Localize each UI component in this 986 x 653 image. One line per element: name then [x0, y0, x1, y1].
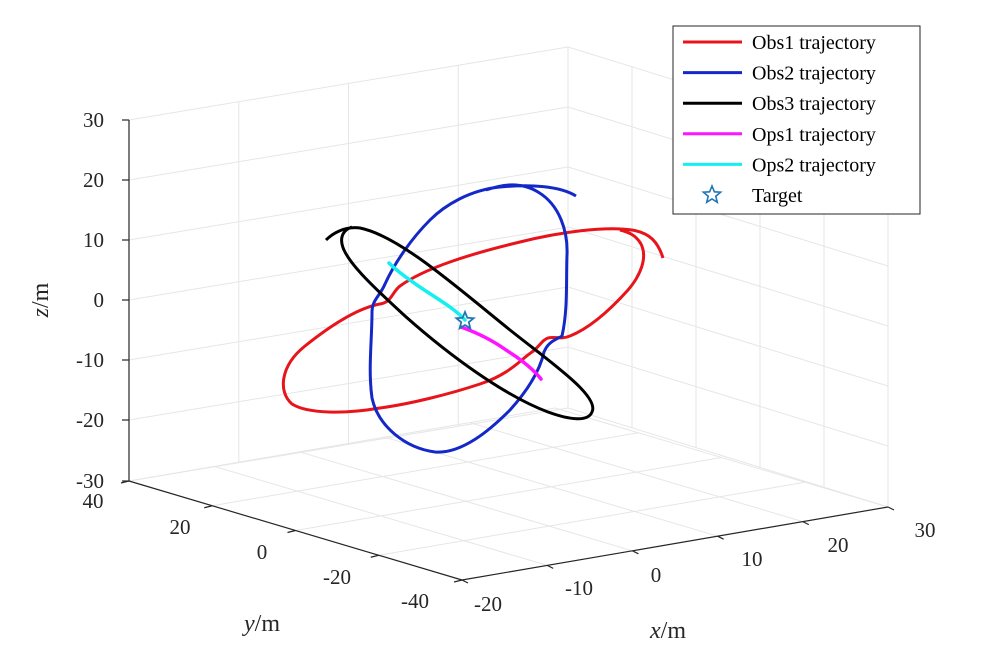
legend-star-marker: [701, 183, 723, 205]
y-tick-label: -40: [401, 589, 429, 613]
y-tick-label: -20: [323, 565, 351, 589]
z-tick-label: -20: [76, 408, 104, 432]
z-tick-label: 20: [83, 168, 104, 192]
x-axis-ticks: -20 -10 0 10 20 30: [461, 506, 936, 616]
legend-label: Obs1 trajectory: [752, 32, 876, 54]
x-axis-label: x/m: [649, 618, 686, 644]
series-ops1-trajectory: [459, 325, 543, 381]
z-tick-label: -30: [76, 469, 104, 493]
legend-label: Ops2 trajectory: [752, 154, 876, 176]
z-tick-label: -10: [76, 348, 104, 372]
y-tick-label: 20: [170, 515, 191, 539]
y-tick-label: 40: [83, 489, 104, 513]
legend-label: Obs3 trajectory: [752, 93, 876, 115]
target-marker: [454, 309, 476, 331]
z-tick-label: 0: [94, 288, 105, 312]
legend-box: [672, 25, 921, 215]
legend-label: Ops1 trajectory: [752, 124, 876, 146]
z-axis-ticks: 30 20 10 0 -10 -20 -30: [76, 108, 129, 493]
series-ops2-trajectory: [387, 261, 467, 322]
legend: Obs1 trajectory Obs2 trajectory Obs3 traje…: [672, 25, 921, 215]
series-obs1-trajectory: [281, 227, 665, 414]
z-tick-label: 30: [83, 108, 104, 132]
trajectories: [281, 183, 665, 454]
series-obs3-trajectory: [324, 225, 595, 421]
legend-label: Target: [752, 185, 803, 207]
z-axis-label: z/m: [28, 282, 54, 318]
y-tick-label: 0: [257, 540, 268, 564]
z-tick-label: 10: [83, 228, 104, 252]
x-tick-label: -10: [565, 576, 593, 600]
x-tick-label: 10: [742, 547, 763, 571]
y-axis-ticks: 40 20 0 -20 -40: [83, 480, 463, 613]
x-tick-label: 0: [651, 563, 662, 587]
x-tick-label: 20: [828, 533, 849, 557]
y-axis-label: y/m: [242, 611, 280, 637]
legend-label: Obs2 trajectory: [752, 63, 876, 85]
x-tick-label: 30: [915, 518, 936, 542]
series-obs2-trajectory: [368, 183, 577, 454]
x-tick-label: -20: [474, 592, 502, 616]
